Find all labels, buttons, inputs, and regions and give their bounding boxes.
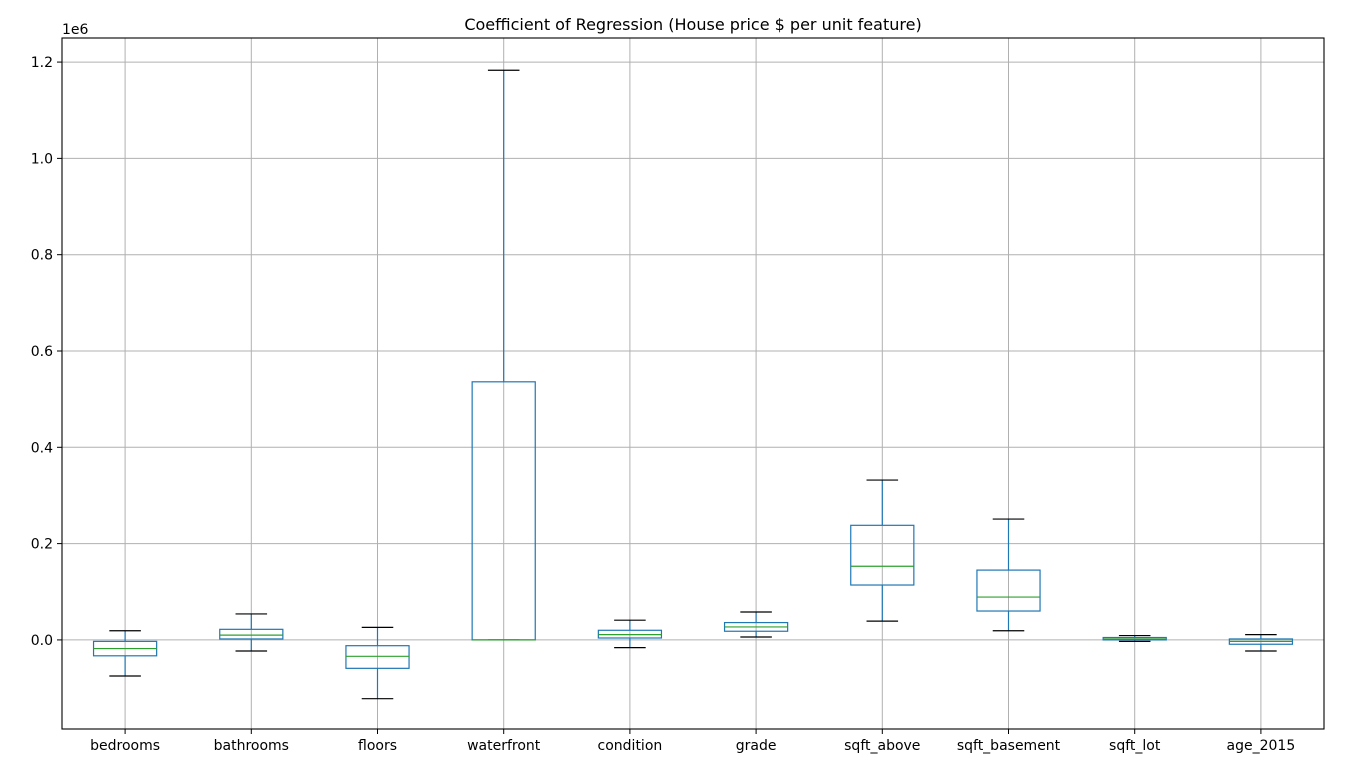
box-group	[219, 613, 284, 652]
box-group	[345, 626, 410, 700]
x-tick-label: condition	[598, 738, 663, 754]
y-tick-label: 0.0	[31, 633, 53, 649]
x-tick-label: waterfront	[467, 738, 541, 754]
box-group	[1102, 634, 1167, 642]
x-tick-label: age_2015	[1227, 738, 1296, 754]
box-iqr	[976, 569, 1041, 612]
box-group	[471, 69, 536, 641]
box-group	[850, 479, 915, 622]
y-tick-label: 0.2	[31, 537, 53, 553]
y-tick-label: 0.8	[31, 248, 53, 264]
boxes-layer	[92, 69, 1294, 700]
y-tick-label: 0.4	[31, 440, 53, 456]
x-tick-label: sqft_above	[844, 738, 920, 754]
box-group	[976, 518, 1041, 632]
ticks-layer: 0.0 0.2 0.4 0.6 0.8 1.0 1.2 bedrooms bathrooms fl…	[31, 55, 1296, 754]
box-iqr	[850, 524, 915, 586]
chart-title: Coefficient of Regression (House price $…	[464, 15, 921, 34]
box-group	[597, 619, 663, 649]
x-tick-label: sqft_basement	[957, 738, 1061, 754]
plot-frame	[61, 37, 1325, 730]
x-tick-label: grade	[736, 738, 777, 754]
x-tick-label: bathrooms	[214, 738, 289, 754]
box-group	[1228, 634, 1294, 652]
x-tick-label: bedrooms	[90, 738, 160, 754]
box-group	[92, 630, 158, 677]
x-tick-label: floors	[358, 738, 397, 754]
y-tick-label: 1.2	[31, 55, 53, 71]
box-iqr	[219, 628, 284, 640]
y-tick-label: 1.0	[31, 151, 53, 167]
box-group	[723, 611, 789, 638]
y-axis-offset-label: 1e6	[62, 22, 89, 38]
y-tick-label: 0.6	[31, 344, 53, 360]
x-tick-label: sqft_lot	[1109, 738, 1161, 754]
box-iqr	[345, 645, 410, 669]
